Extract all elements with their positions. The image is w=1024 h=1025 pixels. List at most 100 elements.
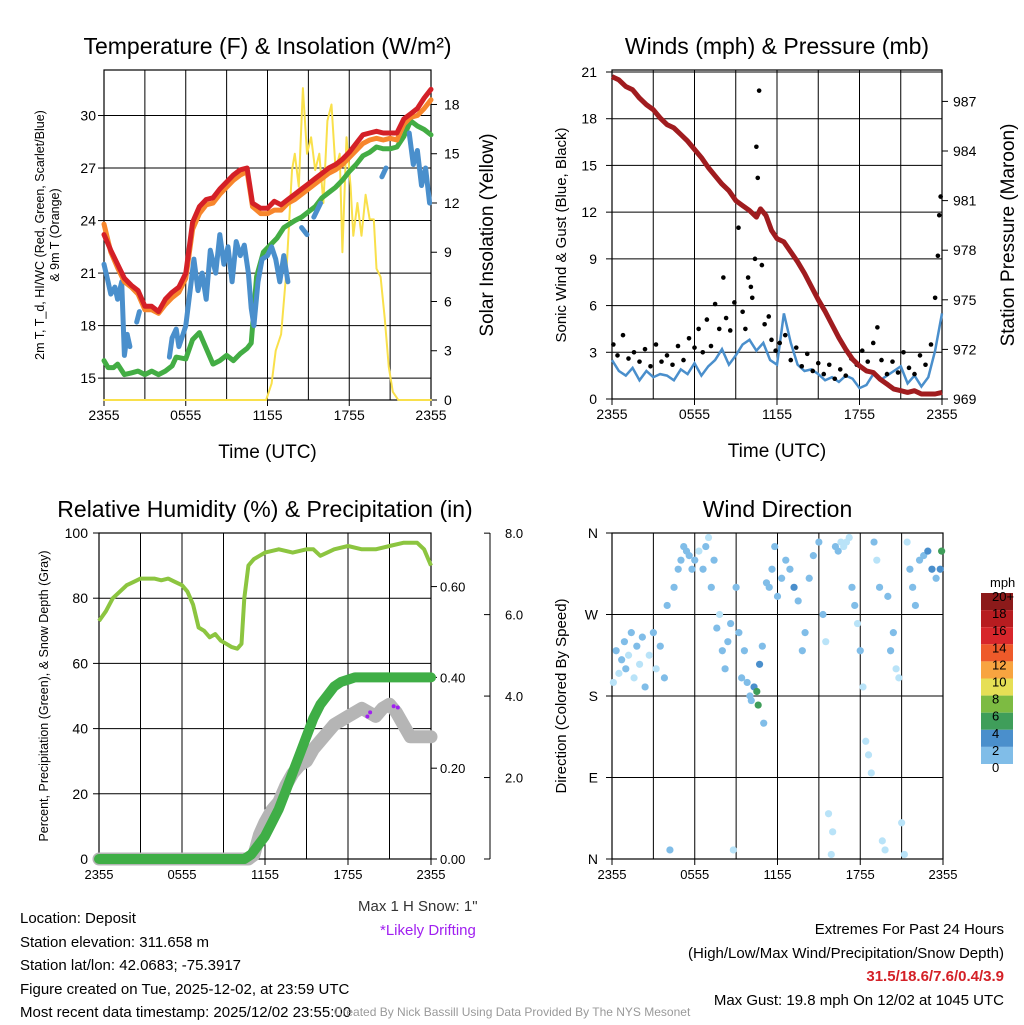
dir-panel: 2355 0555 1155 1755 2355 Wind Direction N E S W N D…: [553, 496, 1015, 882]
wind-gust-point: [875, 325, 880, 330]
direction-point: [936, 565, 944, 573]
wind-y2tick-label: 978: [953, 242, 977, 258]
wind-ytick-label: 15: [581, 157, 597, 173]
temp-ylabel-line2: & 9m T (Orange): [48, 188, 62, 281]
wind-ytick-label: 3: [589, 344, 597, 360]
wind-y2tick-label: 975: [953, 292, 977, 308]
temp-ytick-label: 18: [80, 318, 96, 334]
direction-point: [903, 538, 911, 546]
station-elevation: Station elevation: 311.658 m: [20, 933, 210, 951]
temp-y2tick-label: 0: [444, 392, 452, 408]
direction-point: [738, 674, 746, 682]
direction-point: [615, 669, 623, 677]
direction-point: [624, 651, 633, 659]
wind-gust-point: [936, 212, 942, 218]
wind-gust-point: [932, 295, 938, 301]
rh-ylabel: Percent, Precipitation (Green), & Snow D…: [37, 550, 51, 841]
wind-gust-point: [766, 314, 772, 319]
direction-point: [824, 810, 833, 818]
direction-point: [747, 696, 755, 705]
extremes-title: Extremes For Past 24 Hours: [814, 921, 1004, 938]
wind-ytick-label: 9: [589, 251, 597, 267]
wind-panel: 2355 0555 1155 1755 2355 Winds (mph) & Pressu…: [553, 33, 1019, 462]
wind-xtick-label: 2355: [596, 406, 627, 422]
direction-point: [881, 846, 889, 854]
colorbar-swatch: [981, 610, 1013, 628]
wind-gust-point: [659, 359, 664, 364]
temp-y2tick-label: 12: [444, 195, 460, 211]
direction-point: [627, 629, 635, 637]
direction-point: [801, 629, 809, 637]
wind-xlabel: Time (UTC): [728, 441, 827, 462]
wind-y2tick-label: 984: [953, 143, 977, 159]
wind-y2tick-label: 981: [953, 193, 977, 209]
direction-point: [715, 610, 724, 619]
direction-point: [909, 583, 917, 591]
direction-point: [771, 542, 779, 551]
rh-xtick-label: 2355: [85, 867, 114, 882]
precip-line: [94, 672, 436, 864]
wind-gust-point: [712, 301, 718, 307]
direction-point: [688, 565, 696, 573]
wind-xtick-label: 0555: [679, 406, 710, 422]
direction-point: [649, 629, 657, 637]
direction-point: [612, 647, 620, 655]
direction-point: [900, 850, 908, 859]
wind-gust-point: [752, 256, 758, 262]
wind-gust-point: [721, 275, 726, 280]
wind-gust-point: [804, 351, 810, 357]
temp-xtick-label: 2355: [88, 407, 119, 423]
direction-point: [845, 533, 853, 542]
wind-y2tick-label: 969: [953, 391, 977, 407]
direction-point: [768, 565, 776, 573]
direction-point: [819, 610, 827, 619]
wind-gust-point: [670, 362, 675, 368]
direction-point: [609, 678, 617, 687]
direction-point: [699, 565, 707, 573]
rh-ytick-label: 60: [72, 655, 88, 671]
colorbar-label: 12: [992, 657, 1006, 672]
wind-gust-point: [859, 348, 865, 354]
wind-gust-point: [810, 368, 816, 374]
snow-tick-label: 8.0: [505, 526, 523, 541]
wind-gust-point: [815, 360, 821, 366]
wind-gust-point: [906, 365, 912, 371]
snow-tick-label: 4.0: [505, 689, 523, 704]
wind-gust-point: [648, 364, 653, 369]
rh-ytick-label: 20: [72, 786, 88, 802]
direction-point: [622, 665, 630, 673]
wind-gust-point: [727, 328, 733, 333]
direction-point: [886, 647, 895, 655]
temp-series-2m-temperature: [101, 86, 434, 315]
direction-point: [754, 701, 762, 709]
colorbar-swatch: [981, 627, 1013, 645]
precip-tick-label: 0.00: [440, 852, 465, 867]
wind-gust-point: [723, 315, 729, 321]
wind-gust-point: [843, 373, 849, 378]
direction-point: [702, 542, 710, 551]
wind-ytick-label: 18: [581, 111, 597, 127]
direction-point: [618, 656, 626, 664]
wind-xtick-label: 1155: [762, 406, 792, 422]
direction-point: [674, 565, 682, 573]
wind-gust-point: [901, 349, 906, 355]
direction-point: [809, 552, 817, 560]
wind-gust-point: [631, 349, 637, 355]
direction-point: [911, 601, 920, 610]
drifting-mark: [368, 710, 373, 715]
wind-gust-point: [675, 343, 681, 349]
direction-point: [666, 846, 674, 854]
direction-point: [834, 547, 842, 555]
drifting-mark: [391, 704, 396, 709]
dir-ytick-label: N: [588, 851, 598, 867]
wind-gust-point: [793, 345, 799, 350]
max-snow-note: Max 1 H Snow: 1": [358, 898, 478, 915]
wind-gust-point: [611, 342, 616, 347]
wind-gust-point: [912, 371, 917, 377]
direction-point: [862, 737, 870, 745]
wind-ytick-label: 6: [589, 298, 597, 314]
rh-line: [97, 540, 433, 651]
colorbar-swatch: [981, 678, 1013, 696]
wind-gust-point: [879, 357, 884, 363]
max-gust: Max Gust: 19.8 mph On 12/02 at 1045 UTC: [713, 991, 1004, 1009]
